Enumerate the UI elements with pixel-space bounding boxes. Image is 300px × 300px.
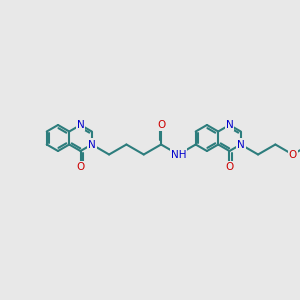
Text: N: N — [237, 140, 244, 149]
Text: N: N — [76, 120, 84, 130]
Text: O: O — [76, 162, 85, 172]
Text: NH: NH — [171, 149, 186, 160]
Text: O: O — [157, 119, 165, 130]
Text: O: O — [289, 149, 297, 160]
Text: N: N — [88, 140, 96, 149]
Text: O: O — [225, 162, 234, 172]
Text: N: N — [226, 120, 233, 130]
